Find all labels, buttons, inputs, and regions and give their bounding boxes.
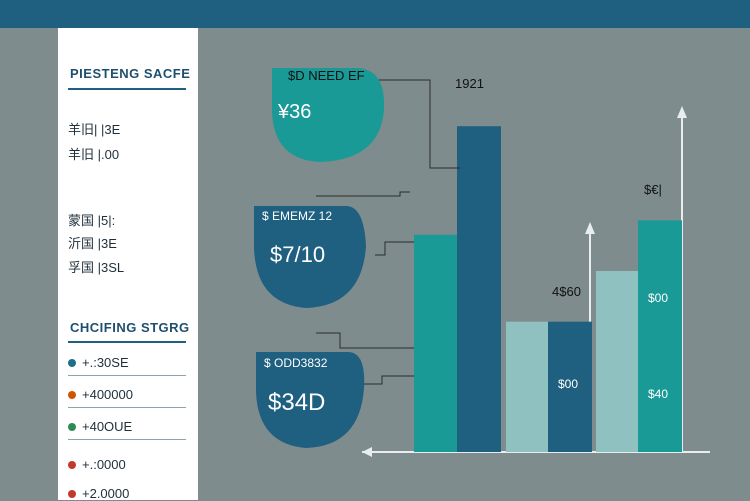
bar-data-label: $00 bbox=[648, 291, 668, 305]
callout-bubble bbox=[272, 68, 385, 162]
legend-dot-icon bbox=[68, 489, 76, 498]
bar bbox=[414, 234, 458, 452]
legend-dot-icon bbox=[68, 358, 76, 367]
sidebar-rule-mid bbox=[68, 341, 186, 343]
bar bbox=[596, 271, 640, 452]
sidebar-title-mid: CHCIFING STGRG bbox=[70, 320, 190, 335]
callout-bubble bbox=[254, 206, 366, 308]
bars-group bbox=[414, 126, 682, 452]
legend-dot-icon bbox=[68, 390, 76, 399]
bar-data-label: $40 bbox=[648, 387, 668, 401]
sidebar-rule-top bbox=[68, 88, 186, 90]
connector-line bbox=[358, 375, 414, 385]
bar-top-label: $€| bbox=[644, 182, 662, 197]
bar bbox=[506, 321, 550, 452]
legend-label: +.:30SE bbox=[82, 355, 129, 371]
sidebar-line-4: 沂国 |3E bbox=[68, 236, 117, 251]
sidebar-line-2: 羊旧 |.00 bbox=[68, 147, 120, 162]
connector-line bbox=[316, 191, 410, 197]
callout-value: ¥36 bbox=[277, 101, 311, 123]
sidebar-panel: PIESTENG SACFE 羊旧| |3E 羊旧 |.00 蒙国 |5|: 沂… bbox=[58, 28, 198, 501]
legend-label: +.:0000 bbox=[82, 457, 126, 473]
connector-line bbox=[375, 241, 414, 256]
legend-item: +.:30SE bbox=[68, 354, 129, 370]
callout-heading: $ ODD3832 bbox=[264, 356, 328, 370]
y-axis-secondary-arrow-icon bbox=[585, 222, 595, 234]
connector-line bbox=[316, 332, 414, 349]
y-axis-arrow-icon bbox=[677, 106, 687, 118]
legend-label: +2.0000 bbox=[82, 486, 130, 501]
legend-divider bbox=[68, 439, 186, 440]
callout-heading: $D NEED EF bbox=[288, 68, 365, 83]
callout-bubble bbox=[256, 352, 365, 448]
legend-divider bbox=[68, 375, 186, 376]
bar bbox=[638, 220, 682, 452]
callout-value: $34D bbox=[268, 389, 325, 416]
legend-item: +.:0000 bbox=[68, 456, 126, 472]
legend-label: +40OUE bbox=[82, 419, 133, 435]
bar-data-label: $00 bbox=[558, 377, 578, 391]
legend-dot-icon bbox=[68, 422, 76, 431]
bar bbox=[457, 126, 501, 452]
bar-top-label: 4$60 bbox=[552, 284, 581, 299]
legend-dot-icon bbox=[68, 460, 76, 469]
legend-divider bbox=[68, 407, 186, 408]
top-bar bbox=[0, 0, 750, 28]
legend-item: +40OUE bbox=[68, 418, 132, 434]
sidebar-title-top: PIESTENG SACFE bbox=[70, 66, 191, 81]
legend-label: +400000 bbox=[82, 387, 133, 403]
x-axis-arrow-icon bbox=[362, 447, 372, 457]
legend-item: +2.0000 bbox=[68, 485, 129, 501]
sidebar-line-5: 孚国 |3SL bbox=[68, 260, 125, 275]
callout-heading: $ EMEMZ 12 bbox=[262, 209, 332, 223]
sidebar-line-1: 羊旧| |3E bbox=[68, 122, 121, 137]
bar bbox=[548, 321, 592, 452]
bar-top-label: 1921 bbox=[455, 76, 484, 91]
legend-item: +400000 bbox=[68, 386, 133, 402]
sidebar-line-3: 蒙国 |5|: bbox=[68, 213, 116, 228]
callout-value: $7/10 bbox=[270, 242, 325, 267]
connector-line bbox=[375, 79, 460, 169]
